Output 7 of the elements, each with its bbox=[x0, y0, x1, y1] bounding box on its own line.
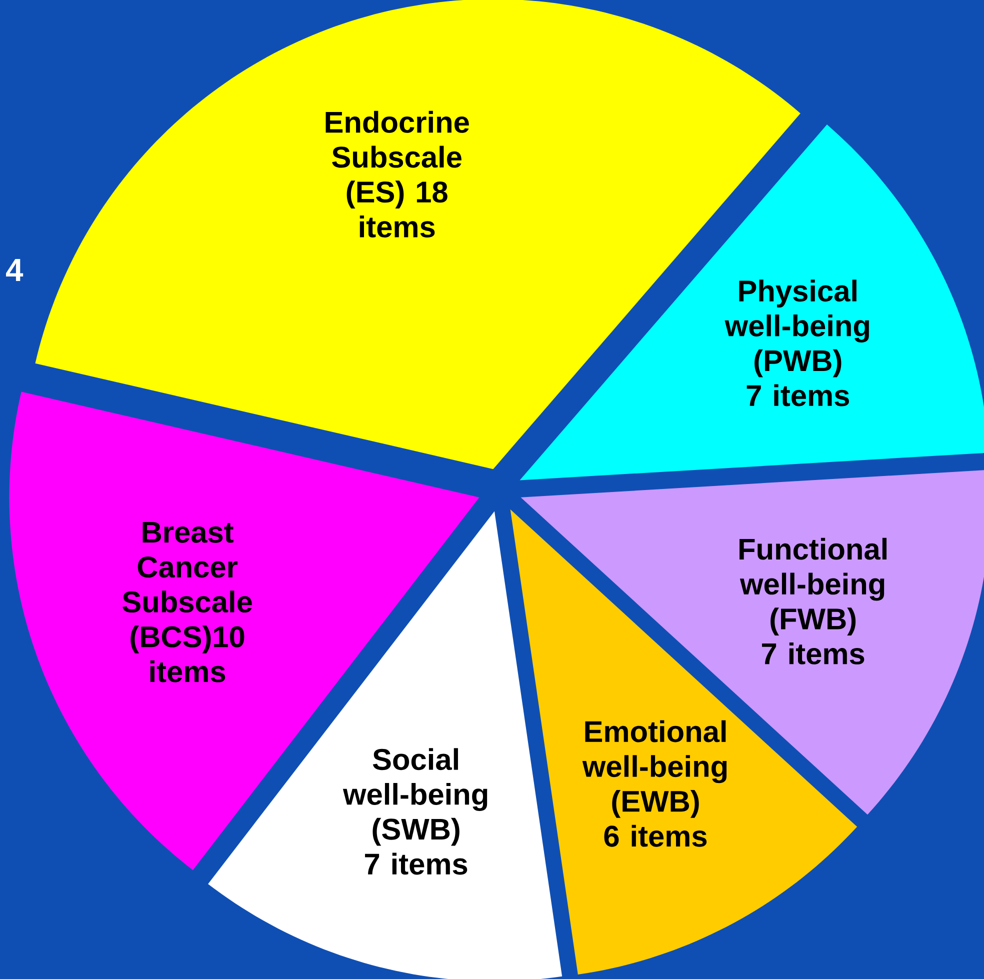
slice-label: Breast Cancer Subscale (BCS)10 items bbox=[122, 522, 252, 682]
slice-label: Social well-being (SWB) 7 items bbox=[342, 748, 488, 875]
slice-label: Functional well-being (FWB) 7 items bbox=[740, 538, 887, 664]
slice-label: Emotional well-being (EWB) 6 items bbox=[582, 720, 727, 847]
slice-label: Endocrine Subscale (ES) 18 items bbox=[326, 110, 469, 238]
slice-label: Physical well-being (PWB) 7 items bbox=[724, 280, 869, 406]
text: 4 bbox=[6, 259, 24, 281]
